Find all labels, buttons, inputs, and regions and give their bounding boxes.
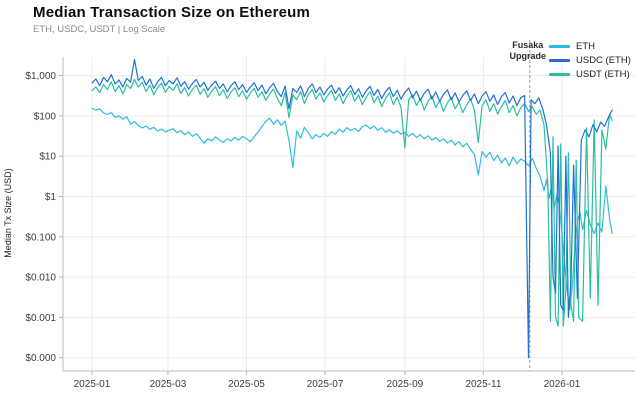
gridlines [63, 57, 635, 371]
legend-swatch-icon [549, 73, 570, 76]
fusaka-annotation-label: Fusaka [512, 40, 544, 50]
series-line-usdt-eth [91, 78, 613, 327]
chart-subtitle: ETH, USDC, USDT | Log Scale [33, 24, 166, 35]
legend-swatch-icon [549, 59, 570, 62]
series-line-eth [91, 107, 613, 311]
legend-label: USDC (ETH) [576, 55, 631, 66]
legend-item-usdc-eth[interactable]: USDC (ETH) [549, 55, 631, 66]
y-tick-label: $0.000 [25, 353, 56, 364]
legend-label: ETH [576, 41, 595, 52]
series-line-usdc-eth [91, 58, 613, 359]
x-tick-label: 2025-07 [307, 379, 344, 390]
x-tick-label: 2025-11 [465, 379, 501, 390]
y-tick-label: $0.100 [25, 232, 56, 243]
chart-title: Median Transaction Size on Ethereum [33, 4, 311, 21]
x-tick-label: 2025-01 [74, 379, 111, 390]
tick-labels: 2025-01 2025-03 2025-05 2025-07 2025-09 2025-… [25, 71, 580, 390]
legend-item-usdt-eth[interactable]: USDT (ETH) [549, 69, 631, 80]
axes [62, 57, 635, 372]
legend-label: USDT (ETH) [576, 69, 630, 80]
x-tick-label: 2025-03 [150, 379, 187, 390]
series-lines [91, 58, 613, 359]
legend-swatch-icon [549, 45, 570, 48]
y-tick-label: $0.010 [25, 273, 56, 284]
y-axis-title: Median Tx Size (USD) [3, 168, 13, 258]
y-tick-label: $100 [34, 111, 57, 122]
y-tick-label: $1 [45, 192, 57, 203]
legend-item-eth[interactable]: ETH [549, 41, 631, 52]
x-tick-label: 2026-01 [544, 379, 581, 390]
x-tick-label: 2025-05 [228, 379, 265, 390]
legend: ETH USDC (ETH) USDT (ETH) [549, 41, 631, 80]
y-tick-label: $1,000 [25, 71, 56, 82]
fusaka-annotation-label: Upgrade [510, 51, 547, 61]
x-tick-label: 2025-09 [387, 379, 424, 390]
y-tick-label: $0.001 [25, 313, 56, 324]
y-tick-label: $10 [39, 152, 56, 163]
